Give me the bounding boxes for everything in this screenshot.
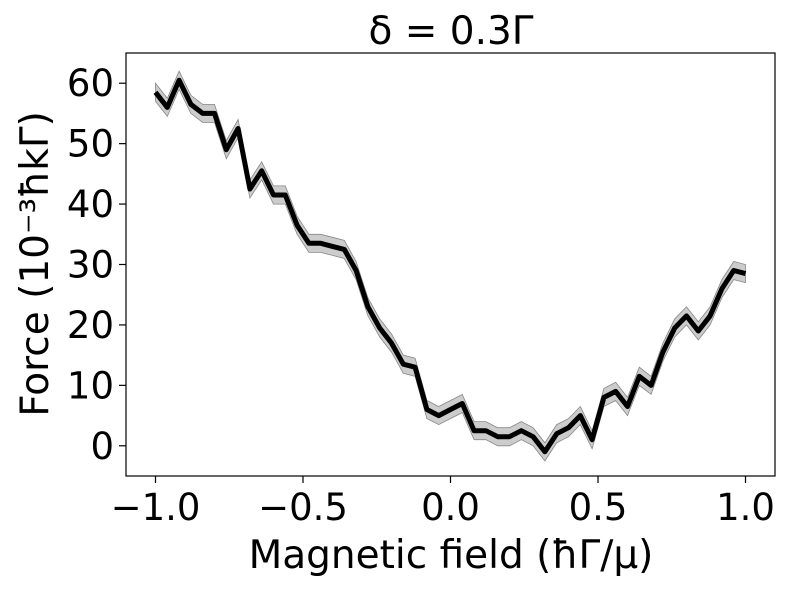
chart-title: δ = 0.3Γ [368,9,533,54]
x-tick-label: 0.5 [569,486,628,529]
x-tick-label: −1.0 [111,486,201,529]
x-axis-ticks: −1.0 −0.5 0.0 0.5 1.0 [111,476,775,529]
x-tick-label: 0.0 [421,486,480,529]
x-tick-label: 1.0 [716,486,775,529]
y-tick-label: 60 [67,62,114,105]
y-tick-label: 30 [67,244,114,287]
x-tick-label: −0.5 [258,486,348,529]
series-line [153,77,747,455]
y-tick-label: 10 [67,364,114,407]
y-axis-label: Force (10⁻³ħkΓ) [13,111,58,417]
y-tick-label: 50 [67,123,114,166]
y-tick-label: 40 [67,183,114,226]
y-tick-label: 20 [67,304,114,347]
error-band [155,70,746,462]
y-tick-label: 0 [90,425,114,468]
x-axis-label: Magnetic field (ħΓ/μ) [249,533,654,578]
plot-content [153,70,747,462]
y-axis-ticks: 0 10 20 30 40 50 60 [67,62,126,468]
